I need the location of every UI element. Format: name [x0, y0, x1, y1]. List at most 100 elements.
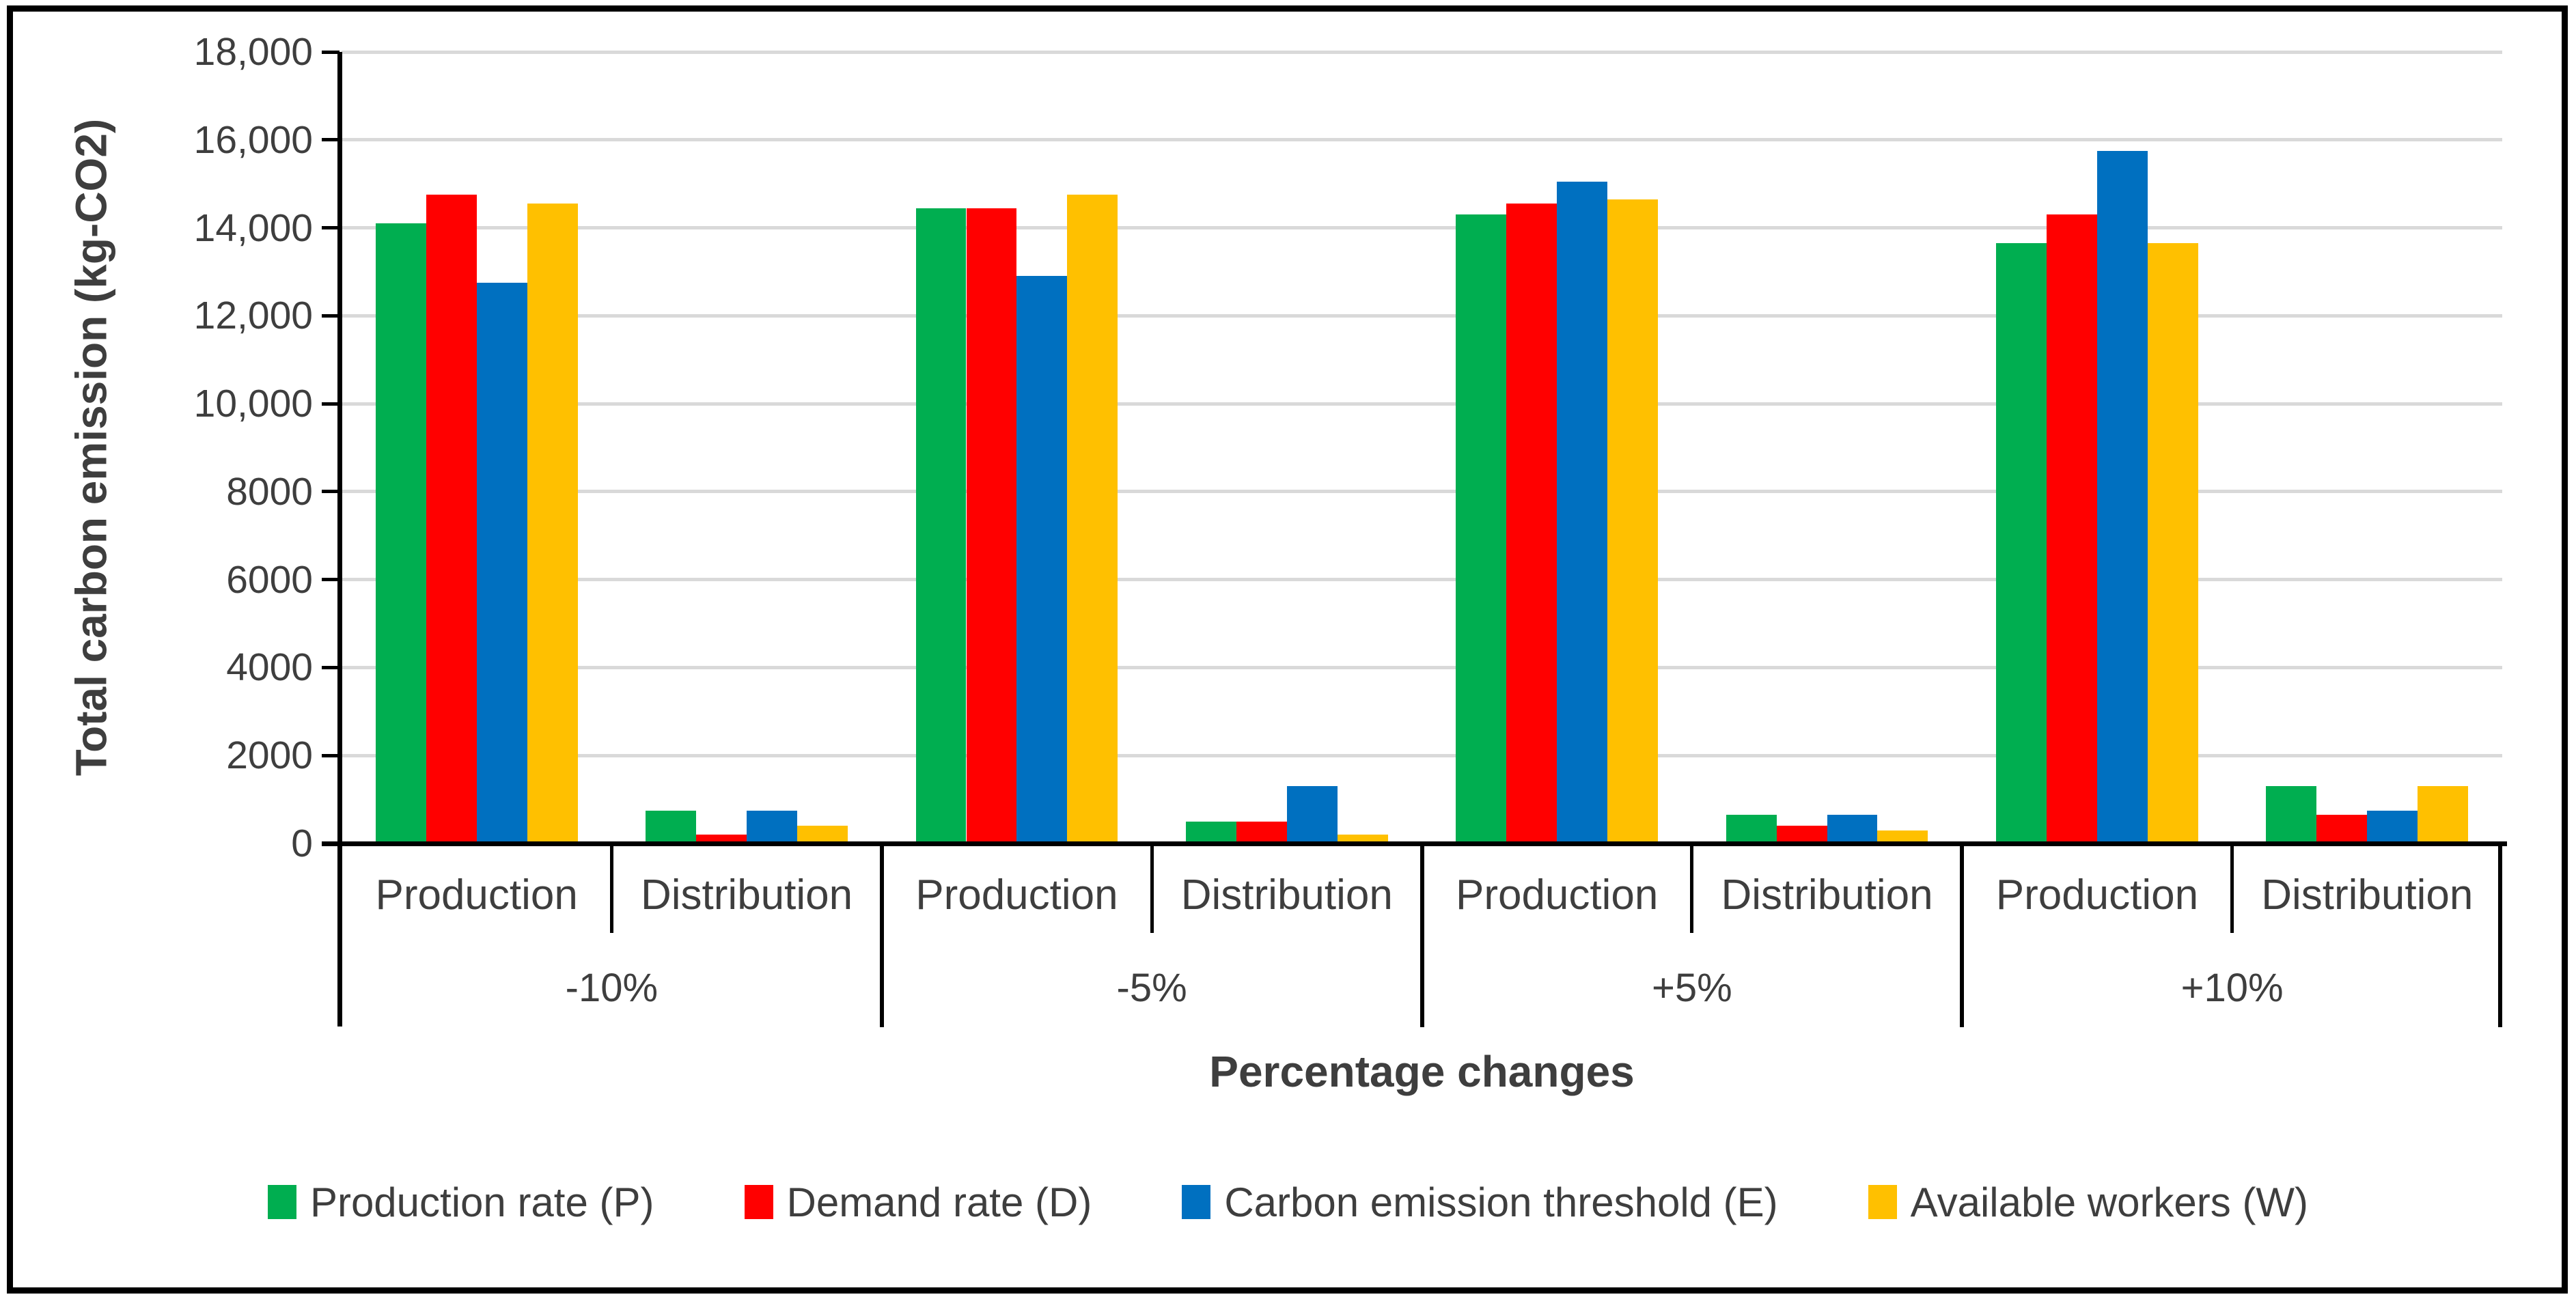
subcategory-separator — [1690, 846, 1694, 933]
x-subcategory-label: Production — [915, 871, 1118, 919]
y-tick-label: 18,000 — [193, 30, 313, 74]
x-subcategory-label: Production — [1455, 871, 1659, 919]
bar-series1-cell5 — [1456, 214, 1507, 843]
gridline-2000 — [342, 753, 2502, 757]
x-subcategory-label: Production — [1995, 871, 2199, 919]
y-tick-mark — [322, 313, 340, 318]
bar-series3-cell3 — [1016, 276, 1068, 843]
y-tick-label: 2000 — [226, 734, 313, 778]
outer-border — [7, 5, 2568, 1294]
x-group-label: +5% — [1652, 965, 1732, 1010]
bar-series2-cell7 — [2047, 214, 2097, 843]
gridline-6000 — [342, 578, 2502, 582]
bar-series1-cell7 — [1996, 243, 2047, 843]
subcategory-separator — [2230, 846, 2234, 933]
x-group-label: -10% — [565, 965, 659, 1010]
x-subcategory-label: Distribution — [641, 871, 853, 919]
group-separator — [1960, 846, 1965, 1027]
bar-series4-cell4 — [1337, 835, 1388, 843]
bar-series4-cell8 — [2418, 786, 2469, 843]
y-tick-label: 8000 — [226, 469, 313, 514]
gridline-12000 — [342, 313, 2502, 318]
bar-series3-cell6 — [1827, 815, 1878, 843]
gridline-4000 — [342, 665, 2502, 669]
y-tick-mark — [322, 490, 340, 494]
gridline-8000 — [342, 490, 2502, 494]
legend-item: Production rate (P) — [267, 1179, 654, 1226]
y-tick-label: 0 — [291, 822, 313, 865]
y-tick-mark — [322, 578, 340, 582]
subcategory-separator — [609, 846, 613, 933]
gridline-14000 — [342, 226, 2502, 230]
group-separator — [1419, 846, 1424, 1027]
x-subcategory-label: Distribution — [1180, 871, 1393, 919]
y-tick-label: 14,000 — [193, 206, 313, 250]
x-subcategory-label: Distribution — [1721, 871, 1933, 919]
bar-series3-cell7 — [2096, 150, 2148, 843]
y-tick-mark — [322, 226, 340, 230]
x-group-label: -5% — [1116, 965, 1187, 1010]
bar-series3-cell5 — [1557, 181, 1608, 843]
gridline-16000 — [342, 138, 2502, 142]
bar-series1-cell3 — [915, 208, 967, 843]
bar-series3-cell1 — [476, 283, 527, 843]
group-separator — [2498, 846, 2502, 1027]
bar-series2-cell2 — [696, 835, 747, 843]
bar-series1-cell2 — [646, 810, 697, 843]
plot-area — [342, 50, 2502, 843]
y-tick-mark — [322, 138, 340, 142]
y-tick-label: 10,000 — [193, 382, 313, 426]
y-tick-mark — [322, 50, 340, 54]
x-axis-title: Percentage changes — [1209, 1047, 1635, 1096]
y-tick-label: 6000 — [226, 557, 313, 602]
legend-swatch-icon — [744, 1185, 773, 1219]
x-group-label: +10% — [2180, 965, 2284, 1010]
bar-series1-cell8 — [2266, 786, 2317, 843]
bar-series4-cell6 — [1877, 830, 1928, 843]
legend-item: Carbon emission threshold (E) — [1182, 1179, 1778, 1226]
bar-series3-cell2 — [747, 810, 797, 843]
bar-series3-cell8 — [2367, 810, 2418, 843]
group-separator — [879, 846, 884, 1027]
bar-series4-cell2 — [797, 826, 848, 843]
legend: Production rate (P) Demand rate (D) Carbon… — [0, 1169, 2576, 1235]
bar-series4-cell7 — [2147, 243, 2198, 843]
legend-item: Available workers (W) — [1868, 1179, 2308, 1226]
bar-series2-cell1 — [426, 195, 477, 843]
y-axis-title: Total carbon emission (kg-CO2) — [66, 118, 116, 777]
bar-series2-cell5 — [1506, 204, 1557, 843]
subcategory-separator — [1150, 846, 1154, 933]
y-tick-mark — [322, 402, 340, 406]
y-tick-label: 16,000 — [193, 117, 313, 162]
legend-label: Demand rate (D) — [786, 1179, 1092, 1225]
legend-swatch-icon — [267, 1185, 296, 1219]
bar-series2-cell3 — [966, 208, 1017, 843]
legend-label: Available workers (W) — [1910, 1179, 2309, 1225]
bar-series2-cell4 — [1236, 821, 1287, 843]
x-axis-line — [322, 841, 2507, 846]
legend-label: Carbon emission threshold (E) — [1224, 1179, 1778, 1225]
x-subcategory-label: Production — [375, 871, 578, 919]
legend-swatch-icon — [1182, 1185, 1211, 1219]
bar-series4-cell3 — [1067, 195, 1118, 843]
gridline-10000 — [342, 402, 2502, 406]
y-tick-mark — [322, 665, 340, 669]
bar-series1-cell6 — [1726, 815, 1777, 843]
y-tick-label: 12,000 — [193, 294, 313, 338]
bar-series1-cell1 — [375, 223, 426, 843]
bar-series4-cell1 — [527, 204, 578, 843]
bar-series2-cell8 — [2316, 815, 2368, 843]
bar-series4-cell5 — [1607, 199, 1659, 843]
bar-series1-cell4 — [1185, 821, 1236, 843]
bar-series3-cell4 — [1286, 786, 1338, 843]
gridline-18000 — [342, 50, 2502, 54]
x-subcategory-label: Distribution — [2261, 871, 2474, 919]
legend-item: Demand rate (D) — [744, 1179, 1092, 1226]
bar-series2-cell6 — [1776, 826, 1827, 843]
y-axis-line — [337, 52, 342, 1026]
legend-swatch-icon — [1868, 1185, 1897, 1219]
y-tick-label: 4000 — [226, 645, 313, 690]
y-tick-mark — [322, 753, 340, 757]
legend-label: Production rate (P) — [309, 1179, 654, 1225]
